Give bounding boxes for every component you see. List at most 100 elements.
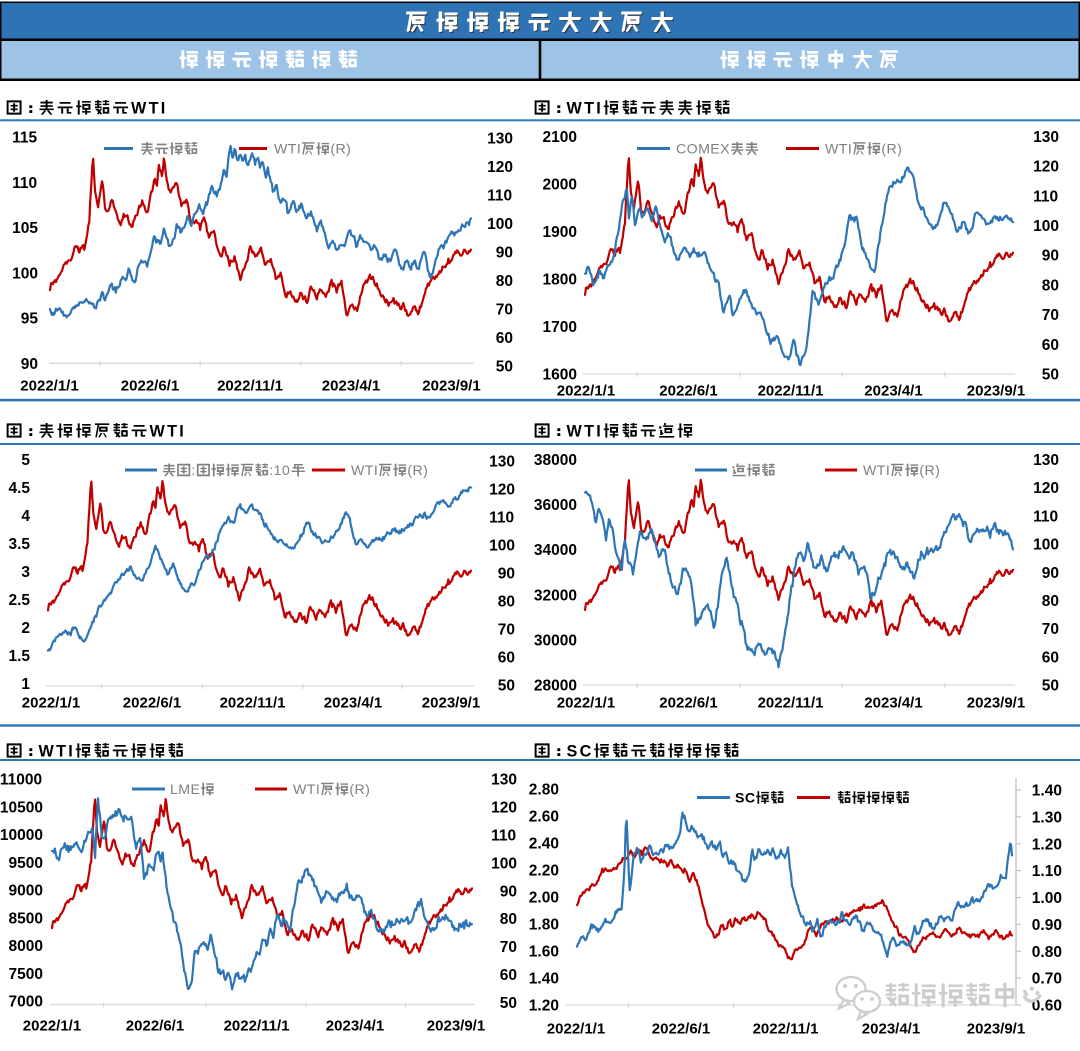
- svg-text:(R): (R): [919, 463, 940, 479]
- svg-text:130: 130: [1033, 129, 1059, 146]
- svg-text:32000: 32000: [534, 587, 577, 604]
- svg-text:60: 60: [496, 330, 513, 347]
- svg-text:110: 110: [1033, 188, 1058, 205]
- svg-text:1.30: 1.30: [1032, 809, 1062, 826]
- svg-text:COMEX: COMEX: [676, 142, 730, 158]
- svg-text:50: 50: [498, 678, 515, 695]
- svg-text:2022/11/1: 2022/11/1: [758, 694, 824, 711]
- svg-text:4: 4: [21, 508, 30, 525]
- svg-text:2022/11/1: 2022/11/1: [753, 1020, 819, 1037]
- svg-text:90: 90: [1042, 565, 1059, 582]
- svg-text:80: 80: [500, 911, 517, 928]
- svg-text:110: 110: [489, 510, 514, 527]
- svg-text:120: 120: [1033, 159, 1059, 176]
- svg-text:2: 2: [21, 620, 30, 637]
- svg-text:95: 95: [21, 311, 39, 328]
- svg-text:WTI: WTI: [131, 99, 168, 117]
- svg-text:34000: 34000: [534, 542, 577, 559]
- svg-text:WTI: WTI: [567, 422, 604, 440]
- svg-text:60: 60: [500, 967, 517, 984]
- svg-text:80: 80: [496, 273, 513, 290]
- svg-text:120: 120: [489, 482, 515, 499]
- svg-text:30000: 30000: [534, 632, 577, 649]
- svg-text:7000: 7000: [9, 994, 43, 1011]
- svg-text:2022/1/1: 2022/1/1: [23, 1017, 81, 1034]
- svg-text:80: 80: [1042, 593, 1059, 610]
- svg-text:WTI: WTI: [567, 99, 604, 117]
- svg-text:130: 130: [489, 454, 515, 471]
- svg-text:8000: 8000: [9, 938, 43, 955]
- svg-text:11000: 11000: [0, 772, 42, 789]
- svg-text:WTI: WTI: [863, 463, 890, 479]
- svg-text:100: 100: [487, 216, 513, 233]
- svg-text:WTI: WTI: [351, 463, 378, 479]
- svg-text:2000: 2000: [543, 177, 577, 194]
- svg-text:28000: 28000: [534, 678, 577, 695]
- svg-text:2023/4/1: 2023/4/1: [322, 377, 380, 394]
- svg-text:1.5: 1.5: [9, 648, 31, 665]
- svg-text:0.90: 0.90: [1032, 917, 1062, 934]
- svg-text:2022/6/1: 2022/6/1: [652, 1020, 710, 1037]
- svg-text:100: 100: [12, 265, 38, 282]
- svg-text:36000: 36000: [534, 497, 577, 514]
- svg-text:130: 130: [487, 131, 513, 148]
- svg-text:2.00: 2.00: [529, 890, 559, 907]
- svg-text:90: 90: [496, 245, 513, 262]
- svg-text:115: 115: [12, 130, 37, 147]
- svg-text:2022/11/1: 2022/11/1: [220, 694, 286, 711]
- svg-text:2.80: 2.80: [529, 782, 559, 799]
- svg-text:120: 120: [1033, 480, 1059, 497]
- svg-text:1.00: 1.00: [1032, 890, 1062, 907]
- svg-text:2023/4/1: 2023/4/1: [324, 694, 382, 711]
- svg-text:2023/9/1: 2023/9/1: [967, 694, 1025, 711]
- svg-text::10: :10: [269, 463, 290, 479]
- svg-text:50: 50: [496, 359, 513, 376]
- svg-text:2022/11/1: 2022/11/1: [217, 377, 283, 394]
- svg-text:110: 110: [487, 188, 512, 205]
- svg-text:120: 120: [491, 799, 517, 816]
- svg-text:3.5: 3.5: [9, 536, 31, 553]
- svg-text:10500: 10500: [0, 799, 43, 816]
- svg-text:SC: SC: [735, 791, 756, 807]
- svg-text:130: 130: [1033, 452, 1059, 469]
- svg-text:(R): (R): [330, 142, 351, 158]
- svg-text:(R): (R): [881, 142, 902, 158]
- svg-text:LME: LME: [170, 782, 200, 798]
- svg-text:2.5: 2.5: [9, 592, 31, 609]
- svg-text:2022/6/1: 2022/6/1: [659, 694, 717, 711]
- svg-text:4.5: 4.5: [9, 480, 31, 497]
- svg-text:5: 5: [21, 452, 30, 469]
- svg-text:2023/4/1: 2023/4/1: [864, 694, 922, 711]
- svg-text:2022/1/1: 2022/1/1: [557, 694, 615, 711]
- svg-text:38000: 38000: [534, 452, 577, 469]
- svg-text:90: 90: [498, 566, 515, 583]
- svg-text:1: 1: [21, 676, 30, 693]
- svg-text:90: 90: [21, 356, 38, 373]
- svg-text:2023/4/1: 2023/4/1: [326, 1017, 384, 1034]
- svg-text:2100: 2100: [543, 129, 577, 146]
- svg-text:60: 60: [498, 650, 515, 667]
- svg-text:1.40: 1.40: [1032, 783, 1062, 800]
- svg-text:130: 130: [491, 772, 517, 789]
- svg-text:90: 90: [1042, 248, 1059, 265]
- svg-text:70: 70: [1042, 621, 1059, 638]
- svg-text:2023/4/1: 2023/4/1: [862, 1020, 920, 1037]
- svg-text:9500: 9500: [9, 855, 43, 872]
- svg-text:(R): (R): [349, 782, 370, 798]
- svg-text::: :: [191, 463, 195, 479]
- svg-text:70: 70: [496, 302, 513, 319]
- svg-text:2022/6/1: 2022/6/1: [659, 382, 717, 399]
- svg-text:100: 100: [1033, 537, 1059, 554]
- svg-text:8500: 8500: [9, 910, 43, 927]
- svg-text:2023/9/1: 2023/9/1: [422, 377, 480, 394]
- svg-text:100: 100: [1033, 218, 1059, 235]
- svg-text:100: 100: [489, 538, 515, 555]
- svg-text:2022/6/1: 2022/6/1: [121, 377, 179, 394]
- svg-text:70: 70: [498, 622, 515, 639]
- svg-text:1900: 1900: [543, 224, 577, 241]
- svg-text:2.20: 2.20: [529, 863, 559, 880]
- svg-text:1.10: 1.10: [1032, 863, 1062, 880]
- svg-text:90: 90: [500, 883, 517, 900]
- svg-text:2.60: 2.60: [529, 809, 559, 826]
- svg-text:WTI: WTI: [39, 742, 76, 760]
